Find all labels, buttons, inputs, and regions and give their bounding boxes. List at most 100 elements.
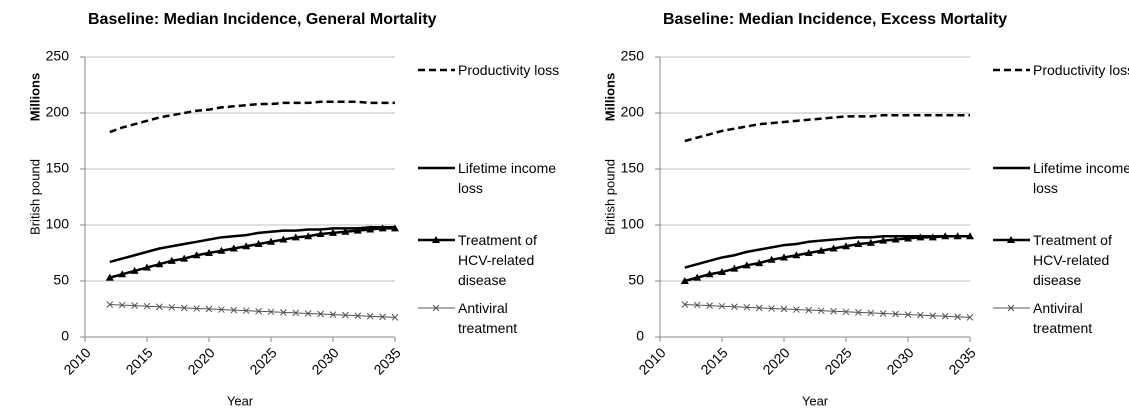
legend-label: Antiviral treatment: [1033, 300, 1093, 336]
marker: [917, 311, 924, 319]
marker: [755, 259, 764, 267]
marker: [205, 249, 213, 256]
marker: [742, 261, 751, 269]
marker: [342, 311, 349, 319]
marker: [953, 232, 962, 240]
y-unit-label: Millions: [602, 73, 617, 121]
marker: [680, 277, 689, 284]
marker: [391, 224, 399, 232]
chart-title: Baseline: Median Incidence, General Mort…: [88, 11, 437, 28]
series-line: [684, 234, 970, 283]
marker: [879, 310, 887, 317]
series-line: [109, 227, 395, 279]
y-tick-label: 200: [621, 104, 645, 120]
y-tick-label: 100: [46, 216, 70, 232]
marker: [718, 268, 726, 276]
legend-label: Productivity loss: [1033, 62, 1129, 78]
marker: [354, 312, 362, 320]
marker: [180, 254, 189, 262]
y-tick-label: 250: [46, 48, 70, 64]
legend-label: Treatment of HCV-related disease: [458, 232, 537, 288]
y-tick-label: 0: [61, 328, 69, 344]
marker: [329, 228, 337, 236]
marker: [929, 312, 937, 320]
marker: [941, 312, 949, 320]
marker: [304, 310, 312, 317]
series-line: [684, 113, 970, 143]
marker: [705, 270, 714, 278]
marker: [891, 235, 900, 243]
marker: [106, 301, 114, 308]
x-tick-label: 2010: [635, 344, 668, 377]
marker: [353, 226, 362, 234]
x-tick-label: 2010: [60, 344, 93, 377]
x-tick-label: 2020: [759, 344, 792, 377]
legend-label: Productivity loss: [458, 62, 560, 78]
marker: [316, 229, 325, 237]
marker: [879, 236, 888, 244]
marker: [267, 308, 275, 316]
series-line: [109, 100, 395, 134]
y-tick-label: 50: [53, 272, 69, 288]
marker: [842, 308, 850, 316]
y-tick-label: 50: [628, 272, 644, 288]
marker: [155, 260, 164, 268]
marker: [941, 232, 950, 240]
marker: [780, 305, 788, 313]
marker: [255, 307, 262, 315]
series-line: [109, 225, 395, 264]
marker: [842, 242, 850, 250]
legend-marker: [1007, 304, 1015, 312]
y-tick-label: 250: [621, 48, 645, 64]
marker: [229, 244, 238, 252]
marker: [792, 251, 801, 259]
marker: [780, 253, 788, 261]
marker: [267, 237, 275, 245]
marker: [131, 302, 138, 309]
marker: [966, 232, 974, 240]
marker: [966, 314, 974, 321]
y-tick-label: 150: [46, 160, 70, 176]
y-axis-label: British pound: [602, 159, 617, 235]
marker: [280, 309, 287, 316]
x-tick-label: 2035: [945, 344, 978, 377]
marker: [693, 273, 702, 281]
x-tick-label: 2035: [370, 344, 403, 377]
y-tick-label: 200: [46, 104, 70, 120]
marker: [180, 304, 188, 312]
marker: [218, 306, 225, 313]
marker: [706, 302, 713, 309]
marker: [130, 266, 139, 274]
marker: [829, 244, 838, 252]
x-axis-label: Year: [802, 393, 829, 408]
marker: [743, 303, 751, 311]
marker: [866, 238, 875, 246]
marker: [317, 310, 324, 318]
y-tick-label: 0: [636, 328, 644, 344]
marker: [329, 311, 337, 318]
marker: [954, 313, 961, 321]
series-line: [684, 234, 970, 269]
x-axis-label: Year: [227, 393, 254, 408]
marker: [192, 251, 201, 259]
legend-marker: [432, 236, 440, 243]
marker: [143, 302, 151, 310]
marker: [205, 305, 213, 313]
marker: [693, 301, 701, 309]
marker: [379, 313, 386, 321]
marker: [830, 307, 837, 315]
marker: [928, 233, 937, 241]
marker: [193, 305, 200, 312]
marker: [904, 234, 912, 242]
marker: [681, 301, 689, 308]
marker: [143, 263, 151, 271]
marker: [366, 225, 375, 233]
legend-marker: [432, 304, 440, 312]
x-tick-label: 2020: [184, 344, 217, 377]
marker: [855, 309, 862, 316]
marker: [718, 302, 726, 310]
marker: [768, 305, 775, 312]
y-tick-label: 150: [621, 160, 645, 176]
series-line: [684, 304, 971, 318]
marker: [168, 303, 176, 311]
